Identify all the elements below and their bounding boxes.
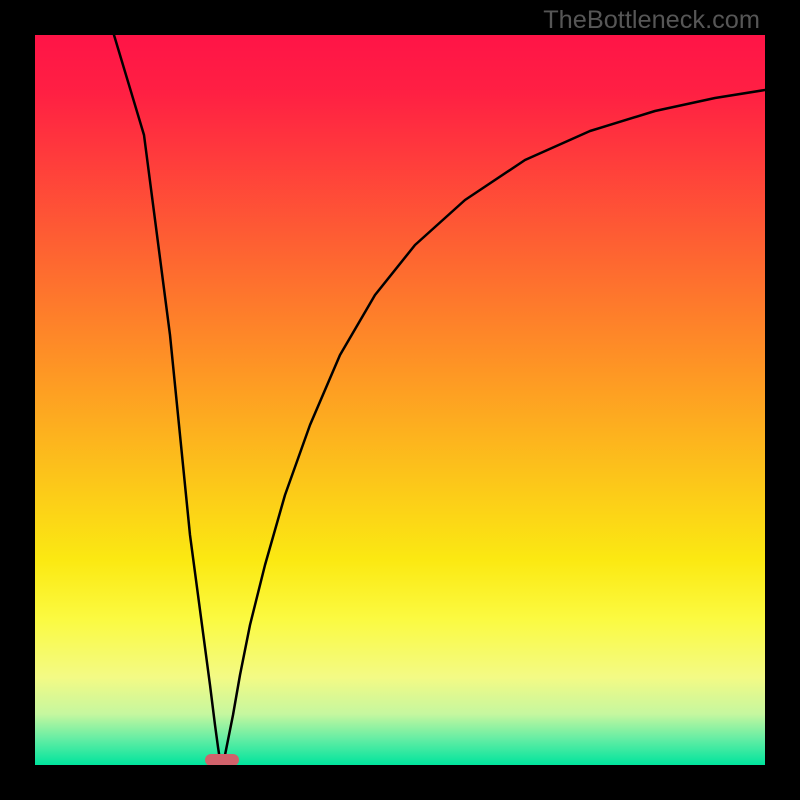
chart-frame: TheBottleneck.com bbox=[0, 0, 800, 800]
watermark-label: TheBottleneck.com bbox=[543, 6, 760, 35]
plot-area bbox=[35, 35, 765, 765]
optimal-marker bbox=[205, 754, 239, 765]
curve-overlay bbox=[35, 35, 765, 765]
bottleneck-curve bbox=[114, 35, 765, 765]
